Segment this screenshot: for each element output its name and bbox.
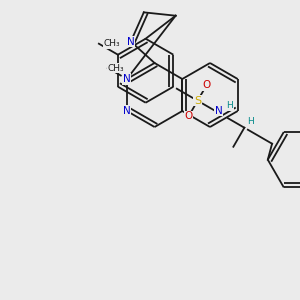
Text: N: N [215, 106, 223, 116]
Text: CH₃: CH₃ [104, 39, 121, 48]
Text: O: O [184, 111, 193, 121]
Text: N: N [123, 106, 131, 116]
Text: N: N [123, 74, 131, 84]
Text: O: O [202, 80, 211, 90]
Text: S: S [194, 96, 201, 106]
Text: H: H [226, 101, 233, 110]
Text: H: H [247, 117, 254, 126]
Text: CH₃: CH₃ [107, 64, 124, 73]
Text: N: N [127, 37, 135, 46]
